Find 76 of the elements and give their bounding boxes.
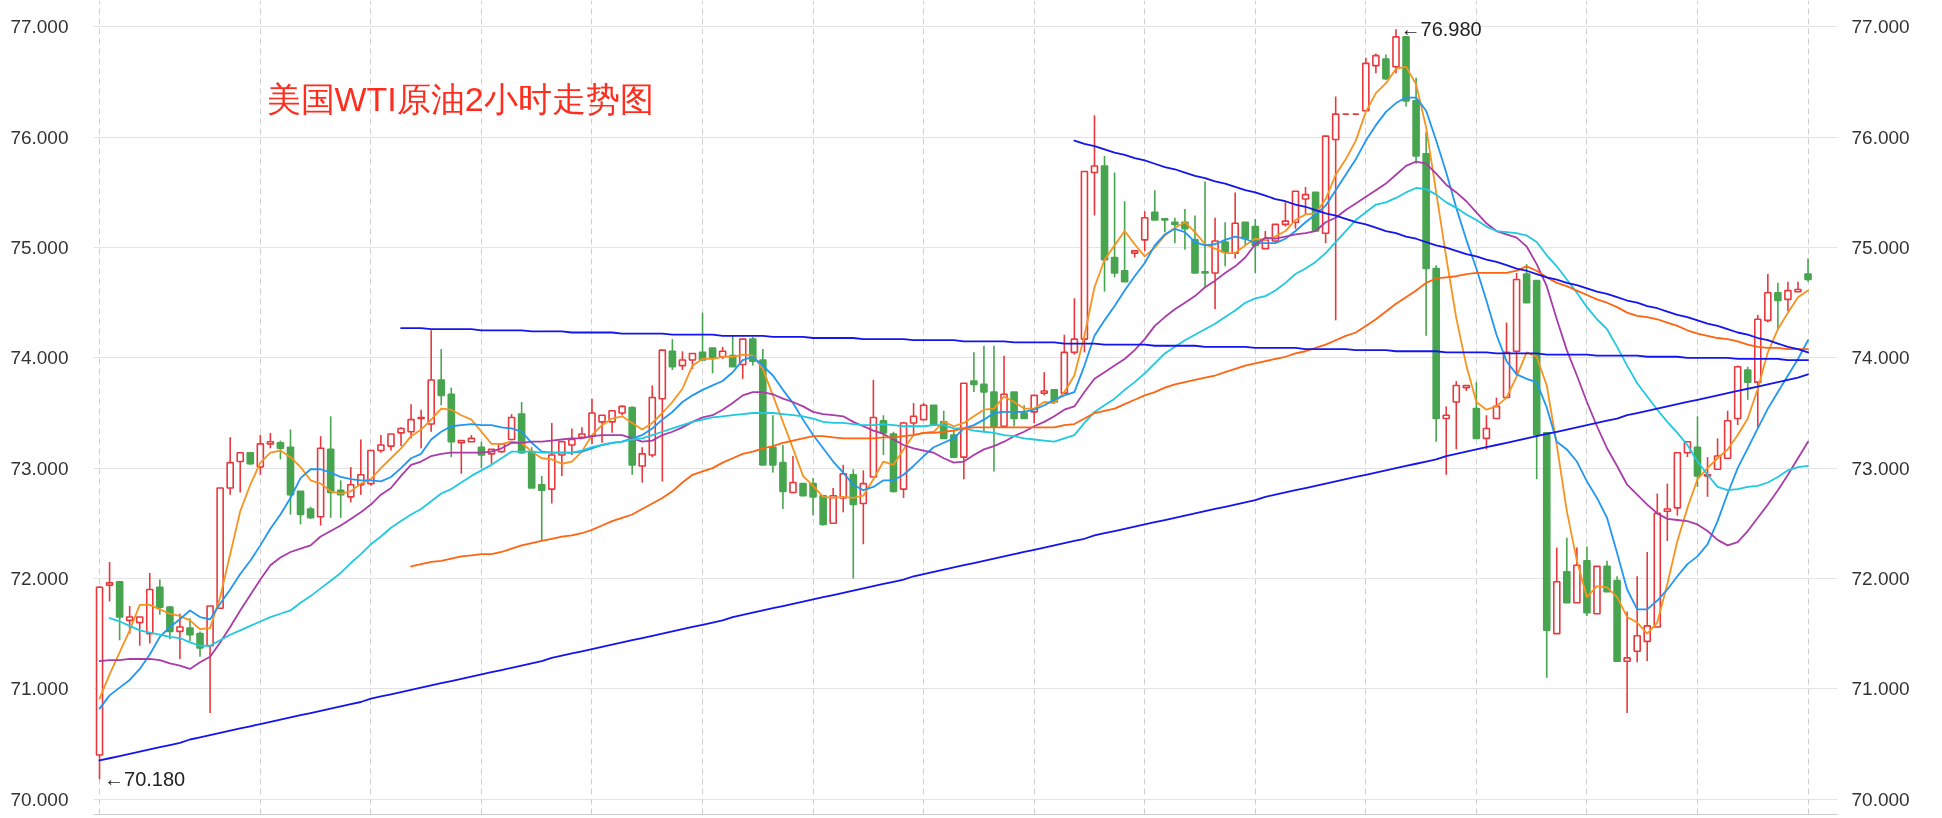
candlestick (678, 350, 687, 371)
candlestick (135, 616, 144, 647)
y2-tick-label: 77.000 (1851, 16, 1910, 38)
candlestick (346, 466, 355, 504)
candlestick (236, 451, 245, 494)
y-tick-label: 77.000 (10, 16, 69, 38)
candlestick (1110, 171, 1119, 279)
y2-tick-label: 70.000 (1851, 788, 1910, 810)
candlestick (1221, 221, 1229, 268)
candlestick (1784, 280, 1792, 313)
candlestick (1623, 610, 1631, 714)
candlestick (1161, 218, 1169, 233)
candlestick (1482, 414, 1491, 451)
y2-tick-label: 74.000 (1851, 347, 1910, 369)
candlestick (668, 338, 677, 371)
y-tick-label: 76.000 (10, 126, 69, 148)
y-tick-label: 74.000 (10, 347, 69, 369)
annotation: ←70.180 (104, 768, 186, 791)
candlestick (1452, 380, 1461, 451)
candlestick (1382, 53, 1390, 81)
candlestick (176, 612, 184, 660)
candlestick (1633, 575, 1641, 664)
candlestick (789, 455, 797, 494)
candlestick (598, 414, 606, 444)
candlestick (397, 426, 405, 447)
candlestick (1301, 186, 1310, 216)
candlestick (125, 605, 134, 635)
line-series (410, 265, 1809, 568)
candlestick (1743, 365, 1752, 401)
candlestick (638, 446, 647, 484)
candlestick (437, 348, 446, 407)
line-series (400, 327, 1809, 361)
line-series (98, 373, 1809, 762)
candlestick (909, 402, 918, 436)
annotation: ←76.980 (1400, 18, 1482, 41)
candlestick (186, 617, 194, 643)
candlestick (296, 490, 305, 526)
candlestick (196, 630, 204, 658)
candlestick (1201, 180, 1209, 289)
y2-tick-label: 76.000 (1851, 126, 1910, 148)
line-series (1073, 139, 1809, 354)
y-tick-label: 75.000 (10, 237, 69, 259)
candlestick (980, 344, 988, 433)
candlestick (1663, 482, 1672, 542)
candlestick (407, 403, 415, 440)
candlestick (537, 475, 546, 542)
y2-tick-label: 73.000 (1851, 457, 1910, 479)
candlestick (1241, 221, 1250, 247)
y-tick-label: 70.000 (10, 788, 69, 810)
candlestick (1171, 216, 1179, 244)
candlestick (1140, 210, 1149, 252)
candlestick (1120, 200, 1129, 283)
candlestick (457, 439, 466, 475)
y2-tick-label: 71.000 (1851, 678, 1910, 700)
candlestick (1804, 257, 1812, 283)
y-tick-label: 72.000 (10, 567, 69, 589)
text: 美国WTI原油2小时走势图 (266, 80, 654, 119)
y2-tick-label: 75.000 (1851, 237, 1910, 259)
candlestick (1442, 405, 1451, 476)
candlestick (276, 439, 285, 461)
candlestick (105, 561, 114, 603)
candlestick (558, 440, 566, 477)
candlestick (588, 397, 596, 445)
candlestick (1090, 114, 1099, 217)
candlestick (1150, 189, 1159, 221)
candlestick (156, 578, 164, 616)
candlestick (1331, 95, 1340, 322)
candlestick (1040, 371, 1049, 397)
y-tick-label: 73.000 (10, 457, 69, 479)
candlestick (1281, 201, 1290, 228)
y2-tick-label: 72.000 (1851, 567, 1910, 589)
y-tick-label: 71.000 (10, 678, 69, 700)
candlestick (568, 427, 576, 456)
candlestick (1372, 52, 1380, 75)
candlestick (769, 414, 777, 474)
candlestick (970, 351, 978, 393)
